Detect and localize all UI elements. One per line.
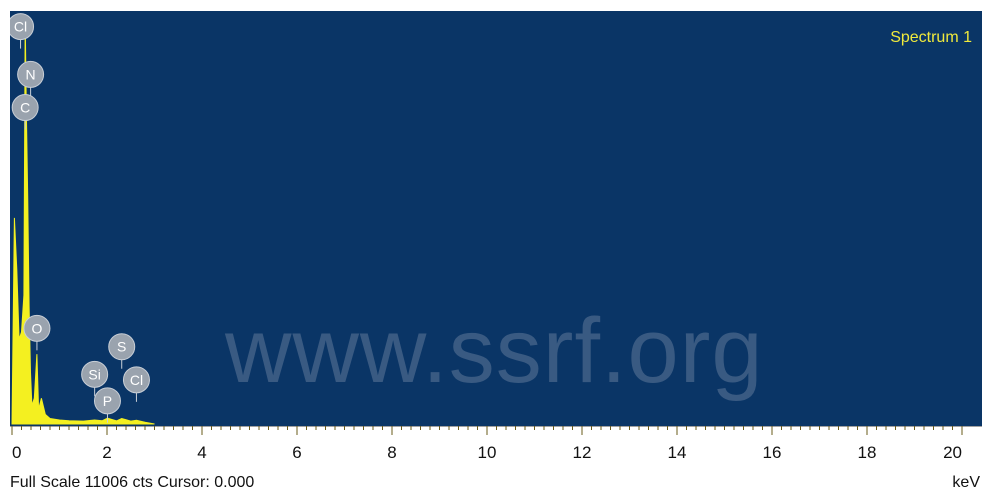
peak-marker-circle [81, 360, 109, 388]
x-tick-label: 8 [387, 443, 396, 462]
peak-marker-p-7[interactable]: P [93, 387, 121, 423]
x-tick-label: 12 [573, 443, 592, 462]
x-tick-label: 16 [763, 443, 782, 462]
x-unit-label: keV [952, 474, 980, 491]
x-tick-label: 10 [478, 443, 497, 462]
x-axis: 0 2 4 6 8 10 12 14 16 18 20 [10, 426, 982, 495]
peak-label: Cl [130, 372, 143, 388]
x-tick-label: 14 [668, 443, 687, 462]
peak-marker-circle [93, 387, 121, 415]
x-tick-label: 18 [858, 443, 877, 462]
peak-marker-circle [11, 94, 39, 122]
peak-label: O [31, 320, 42, 336]
peak-marker-circle [23, 314, 51, 342]
peak-marker-s-5[interactable]: S [108, 333, 136, 369]
peak-marker-c-2[interactable]: C [11, 94, 39, 130]
x-tick-label: 6 [292, 443, 301, 462]
peak-marker-si-4[interactable]: Si [81, 360, 109, 397]
peak-marker-circle [122, 366, 150, 394]
peak-marker-o-3[interactable]: O [23, 314, 51, 351]
peak-marker-circle [10, 13, 35, 41]
peak-label: P [103, 393, 112, 409]
peak-label: N [26, 66, 36, 82]
spectrum-area [11, 18, 155, 425]
x-tick-label: 20 [943, 443, 962, 462]
x-tick-label: 4 [197, 443, 206, 462]
peak-marker-n-1[interactable]: N [17, 60, 45, 97]
x-tick-label: 0 [12, 443, 21, 462]
peak-marker-cl-6[interactable]: Cl [122, 366, 150, 402]
peak-marker-circle [17, 60, 45, 88]
plot-area[interactable]: Cl N C O Si S Cl P www.ssrf.org Spectrum 1 [10, 11, 982, 426]
status-line: Full Scale 11006 cts Cursor: 0.000 [10, 474, 255, 491]
peak-marker-circle [108, 333, 136, 361]
peak-label: S [117, 339, 126, 355]
spectrum-label: Spectrum 1 [890, 29, 972, 46]
x-axis-ticks: 0 2 4 6 8 10 12 14 16 18 20 [10, 426, 982, 462]
peak-marker-cl-0[interactable]: Cl [10, 13, 35, 49]
peak-label: C [20, 100, 30, 116]
spectrum-plot: Cl N C O Si S Cl P [10, 13, 155, 425]
peak-label: Cl [14, 19, 27, 35]
peak-label: Si [88, 366, 100, 382]
watermark: www.ssrf.org [225, 300, 764, 402]
x-tick-label: 2 [102, 443, 111, 462]
